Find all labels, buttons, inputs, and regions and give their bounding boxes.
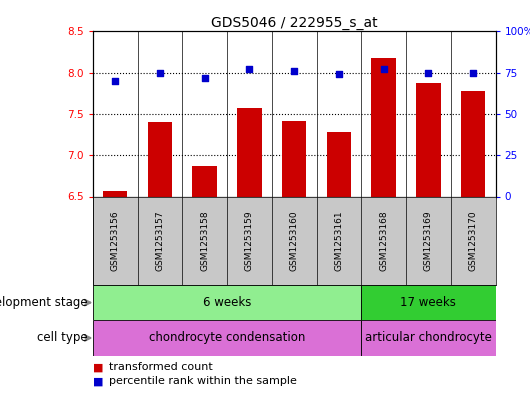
Text: GSM1253160: GSM1253160 — [290, 210, 298, 271]
Text: GSM1253158: GSM1253158 — [200, 210, 209, 271]
Bar — [282, 121, 306, 196]
Bar — [103, 191, 127, 196]
FancyBboxPatch shape — [93, 320, 361, 356]
Title: GDS5046 / 222955_s_at: GDS5046 / 222955_s_at — [211, 17, 377, 30]
Point — [111, 78, 119, 84]
Text: GSM1253156: GSM1253156 — [111, 210, 120, 271]
Point — [334, 71, 343, 77]
Point — [200, 75, 209, 81]
Point — [156, 70, 164, 76]
Text: percentile rank within the sample: percentile rank within the sample — [109, 376, 296, 386]
Text: 17 weeks: 17 weeks — [401, 296, 456, 309]
Text: ■: ■ — [93, 376, 103, 386]
Text: GSM1253168: GSM1253168 — [379, 210, 388, 271]
Bar — [192, 166, 217, 196]
Text: articular chondrocyte: articular chondrocyte — [365, 331, 492, 345]
Text: 6 weeks: 6 weeks — [203, 296, 251, 309]
Text: chondrocyte condensation: chondrocyte condensation — [149, 331, 305, 345]
Bar — [147, 122, 172, 196]
Text: GSM1253170: GSM1253170 — [469, 210, 478, 271]
Bar — [237, 108, 262, 196]
Point — [290, 68, 298, 74]
Bar — [326, 132, 351, 196]
FancyBboxPatch shape — [93, 285, 361, 320]
Bar — [372, 58, 396, 196]
Text: cell type: cell type — [37, 331, 87, 345]
Point — [469, 70, 478, 76]
Text: GSM1253159: GSM1253159 — [245, 210, 254, 271]
FancyBboxPatch shape — [361, 285, 496, 320]
Point — [379, 66, 388, 73]
Text: GSM1253161: GSM1253161 — [334, 210, 343, 271]
Text: GSM1253169: GSM1253169 — [424, 210, 433, 271]
Bar — [461, 91, 485, 196]
Point — [245, 66, 254, 73]
FancyBboxPatch shape — [361, 320, 496, 356]
Text: development stage: development stage — [0, 296, 87, 309]
Text: ■: ■ — [93, 362, 103, 373]
Point — [424, 70, 432, 76]
Text: transformed count: transformed count — [109, 362, 213, 373]
Text: GSM1253157: GSM1253157 — [155, 210, 164, 271]
Bar — [416, 83, 441, 196]
